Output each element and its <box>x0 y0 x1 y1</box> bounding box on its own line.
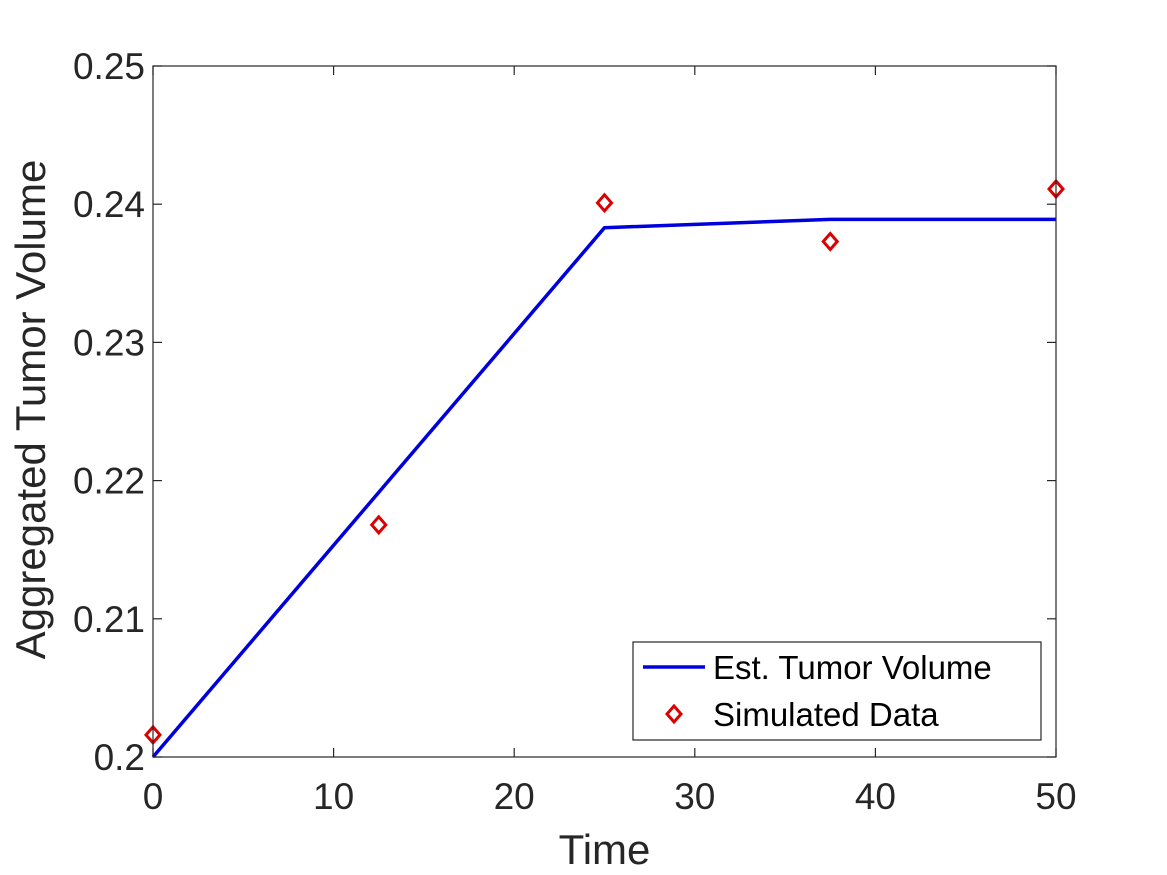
y-tick-label: 0.21 <box>73 599 145 640</box>
series-line-est-tumor-volume <box>151 217 1056 759</box>
y-tick-label: 0.22 <box>73 461 145 502</box>
x-tick-label: 0 <box>143 776 164 817</box>
legend-label-simulated-data: Simulated Data <box>713 696 939 733</box>
y-tick-label: 0.23 <box>73 322 145 363</box>
y-tick-label: 0.2 <box>94 737 145 778</box>
legend-marker-swatch <box>665 703 683 725</box>
plot-frame <box>152 65 1057 758</box>
data-point-simulated <box>369 514 388 536</box>
x-axis-label: Time <box>559 826 651 873</box>
data-point-simulated <box>821 231 840 252</box>
x-tick-label: 10 <box>313 776 354 817</box>
legend-box <box>632 641 1042 741</box>
x-tick-label: 50 <box>1035 776 1076 817</box>
y-tick-label: 0.24 <box>73 184 145 225</box>
legend: Est. Tumor Volume Simulated Data <box>632 641 1042 741</box>
x-tick-label: 30 <box>674 776 715 817</box>
y-tick-label: 0.25 <box>73 46 145 87</box>
x-tick-label: 40 <box>855 776 896 817</box>
data-point-simulated <box>595 192 614 214</box>
y-axis-label: Aggregated Tumor Volume <box>7 160 54 660</box>
series-layer <box>144 178 1065 759</box>
tick-labels: 0 10 20 30 40 50 0.2 0.21 0.22 0.23 0.24 0.25 <box>73 46 1077 817</box>
x-tick-label: 20 <box>494 776 535 817</box>
legend-label-est-tumor-volume: Est. Tumor Volume <box>713 649 992 686</box>
